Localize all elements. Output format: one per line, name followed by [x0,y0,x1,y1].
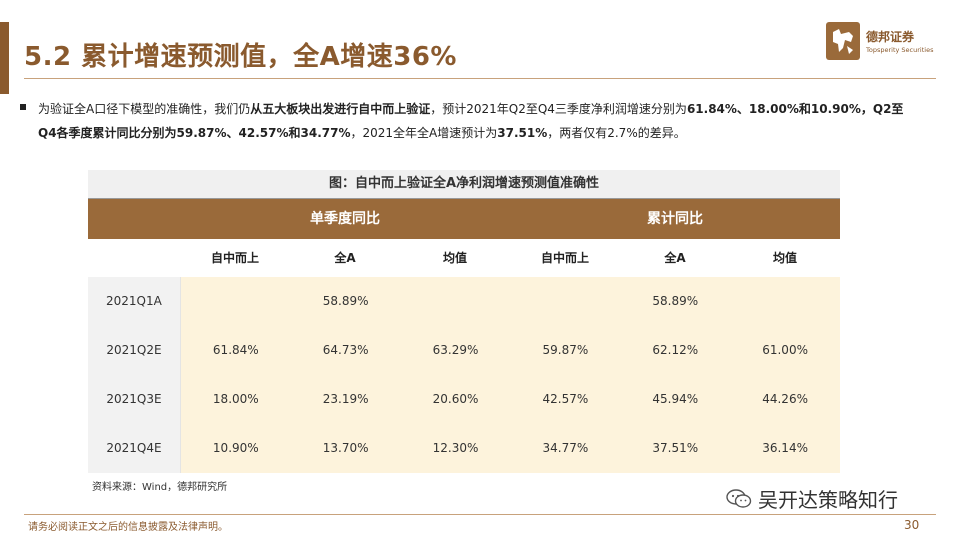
table-cell: 34.77% [510,424,621,473]
row-label: 2021Q3E [88,375,181,424]
table-cell: 62.12% [620,326,731,375]
table-cell: 58.89% [620,277,731,326]
table-cell: 12.30% [400,424,511,473]
column-header-spacer [88,239,180,277]
para-bold-3: 37.51% [497,126,548,140]
column-header: 自中而上 [540,251,589,265]
table-row: 2021Q4E 10.90% 13.70% 12.30% 34.77% 37.5… [88,424,841,473]
table-cell: 37.51% [620,424,731,473]
header-divider [24,78,936,79]
table-cell [730,277,841,326]
row-label: 2021Q1A [88,277,181,326]
table-cell [510,277,621,326]
table-cell: 64.73% [290,326,401,375]
para-text-4: ，两者仅有2.7%的差异。 [547,126,686,140]
table-cell: 36.14% [730,424,841,473]
column-header: 均值 [442,251,467,265]
table-cell: 23.19% [290,375,401,424]
table-cell: 63.29% [400,326,511,375]
page-title: 5.2 累计增速预测值，全A增速36% [24,42,457,72]
row-label: 2021Q2E [88,326,181,375]
brand-name-en: Topsperity Securities [866,46,934,54]
column-header: 均值 [772,251,797,265]
table-cell: 20.60% [400,375,511,424]
para-bold-2: 61.84%、18.00%和10.90%，Q2至Q4各季度累计同比分别为59.8… [38,102,904,140]
company-logo: 德邦证券 Topsperity Securities [826,22,938,62]
bull-logo-icon [826,22,860,60]
table-cell: 61.00% [730,326,841,375]
para-text-2: ，预计2021年Q2至Q4三季度净利润增速分别为 [430,102,687,116]
wechat-icon [726,488,752,515]
wechat-account-name: 吴开达策略知行 [758,488,898,512]
table-cell [180,277,291,326]
forecast-table: 图：自中而上验证全A净利润增速预测值准确性 单季度同比 累计同比 自中而上 全A… [88,170,841,473]
table-cell: 59.87% [510,326,621,375]
column-header: 全A [334,251,356,265]
group-header-spacer [88,199,180,239]
footer-divider [24,514,936,515]
table-row: 2021Q3E 18.00% 23.19% 20.60% 42.57% 45.9… [88,375,841,424]
title-accent-bar [0,22,9,94]
table-cell: 13.70% [290,424,401,473]
table-cell: 58.89% [290,277,401,326]
legal-disclaimer: 请务必阅读正文之后的信息披露及法律声明。 [28,522,228,533]
row-label: 2021Q4E [88,424,181,473]
table-column-header: 自中而上 全A 均值 自中而上 全A 均值 [88,239,840,277]
table-cell: 10.90% [180,424,291,473]
column-header: 自中而上 [210,251,259,265]
table-cell: 45.94% [620,375,731,424]
table-caption: 图：自中而上验证全A净利润增速预测值准确性 [88,170,840,199]
table-cell: 42.57% [510,375,621,424]
group-header-cumulative: 累计同比 [647,211,703,227]
group-header-quarterly: 单季度同比 [310,211,380,227]
page-number: 30 [904,518,920,532]
wechat-watermark: 吴开达策略知行 [726,484,898,515]
para-text-1: 为验证全A口径下模型的准确性，我们仍 [38,102,251,116]
table-cell: 44.26% [730,375,841,424]
summary-paragraph: 为验证全A口径下模型的准确性，我们仍从五大板块出发进行自中而上验证，预计2021… [38,97,918,145]
table-cell: 61.84% [180,326,291,375]
table-cell [400,277,511,326]
source-note: 资料来源：Wind，德邦研究所 [92,482,228,493]
column-header: 全A [664,251,686,265]
brand-name: 德邦证券 [866,30,915,44]
para-bold-1: 从五大板块出发进行自中而上验证 [250,102,431,116]
bullet-square-icon [20,104,26,110]
table-group-header: 单季度同比 累计同比 [88,199,840,239]
table-row: 2021Q1A 58.89% 58.89% [88,277,841,326]
table-cell: 18.00% [180,375,291,424]
table-row: 2021Q2E 61.84% 64.73% 63.29% 59.87% 62.1… [88,326,841,375]
para-text-3: ，2021全年全A增速预计为 [350,126,498,140]
